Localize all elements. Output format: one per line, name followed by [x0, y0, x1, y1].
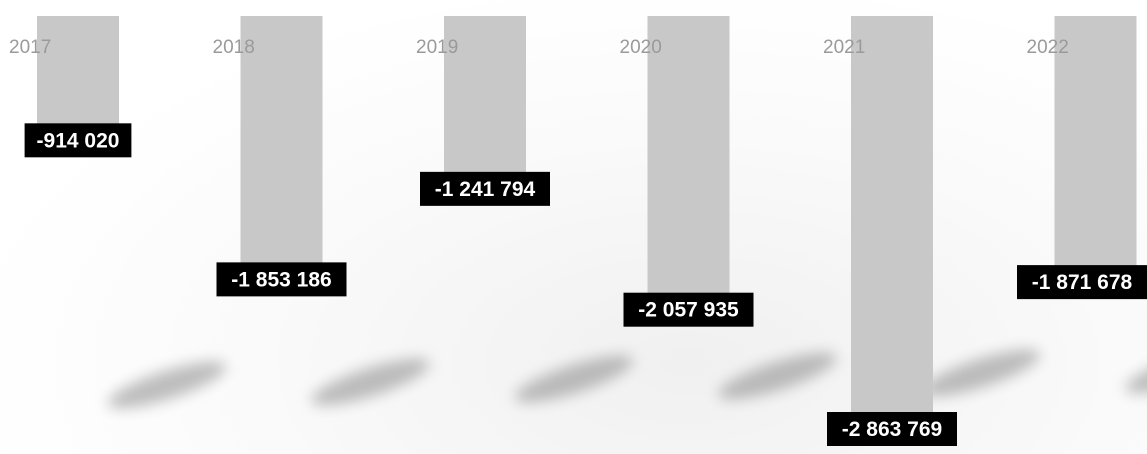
data-label-box [24, 123, 132, 158]
data-label-text: -2 863 769 [842, 418, 942, 441]
data-label-2020: -2 057 935 [623, 292, 754, 327]
data-label-text: -1 241 794 [435, 178, 536, 201]
bar-2019 [444, 16, 526, 200]
data-label-box [420, 171, 550, 206]
bar-shadow-2021 [921, 349, 1041, 397]
bar-shadow-2017 [107, 361, 227, 409]
bar-shadow-2020 [718, 352, 837, 400]
data-label-2017: -914 020 [24, 123, 132, 158]
data-label-text: -2 057 935 [638, 299, 739, 322]
category-label-2017: 2017 [9, 37, 51, 58]
data-label-2018: -1 853 186 [216, 262, 347, 297]
data-label-box [1017, 265, 1147, 300]
category-label-2018: 2018 [213, 37, 255, 58]
bar-2022 [1054, 16, 1137, 294]
data-label-text: -1 871 678 [1032, 271, 1133, 294]
data-labels: -914 020 -1 853 186 -1 241 794 -2 057 935 -2… [24, 123, 1147, 446]
data-label-2022: -1 871 678 [1017, 265, 1147, 300]
bar-shadow-2018 [311, 358, 430, 406]
bar-2020 [647, 16, 730, 321]
category-label-2021: 2021 [823, 37, 865, 58]
data-label-text: -914 020 [37, 129, 120, 152]
data-label-2021: -2 863 769 [827, 412, 957, 446]
bar-2018 [240, 16, 323, 291]
bar-2021 [851, 16, 933, 440]
data-label-text: -1 853 186 [231, 268, 331, 291]
bar-shadow-2019 [514, 355, 634, 403]
category-label-2019: 2019 [416, 37, 458, 58]
category-label-2022: 2022 [1027, 37, 1069, 58]
bar-shadow-2022 [1125, 346, 1147, 394]
category-label-2020: 2020 [620, 37, 662, 58]
data-label-box [216, 262, 347, 297]
category-labels: 2017 2018 2019 2020 2021 2022 [9, 37, 1069, 58]
data-label-box [623, 292, 754, 327]
data-label-box [827, 412, 957, 446]
data-label-2019: -1 241 794 [420, 171, 550, 206]
bars [37, 16, 1137, 440]
bar-shadows [107, 346, 1147, 409]
